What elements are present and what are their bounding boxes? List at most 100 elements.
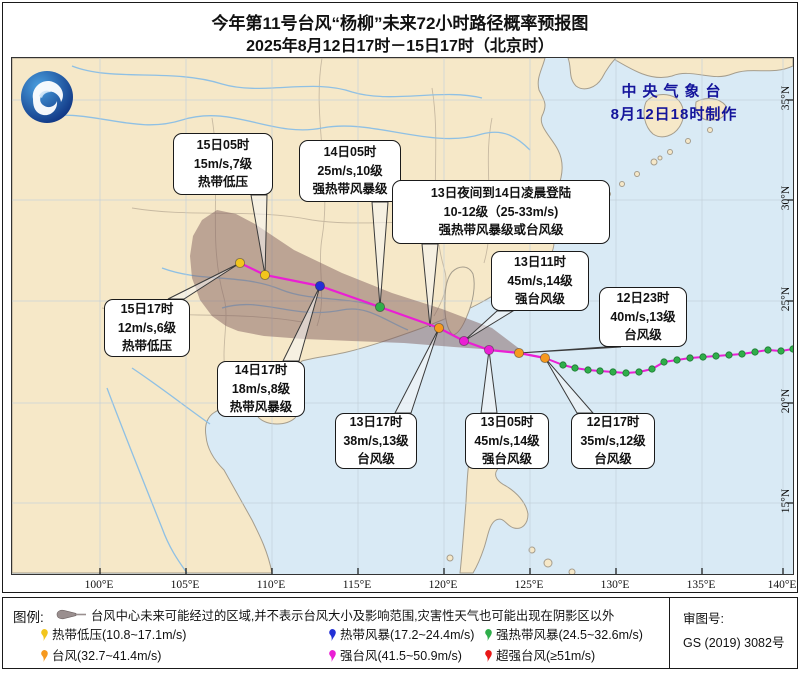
forecast-position-dot [483,344,495,356]
legend-item: 强热带风暴(24.5~32.6m/s) [483,624,643,643]
history-position-dot [609,368,617,376]
callout-pointer [463,310,515,342]
forecast-position-dot [374,301,386,313]
legend-title: 图例: [13,610,44,625]
lon-axis-label: 100°E [84,579,114,591]
history-position-dot [584,366,592,374]
lat-axis-label: 25°N [780,286,792,312]
callout-line: 台风级 [624,328,662,343]
callout-line: 热带低压 [197,175,248,190]
callout-line: 12m/s,6级 [117,320,177,335]
issue-time: 8月12日18时制作 [610,106,738,123]
history-position-dot [725,351,733,359]
typhoon-symbol-icon [485,650,492,662]
figure-title: 今年第11号台风“杨柳”未来72小时路径概率预报图 [211,14,589,33]
lon-axis-label: 110°E [256,579,286,591]
figure-subtitle: 2025年8月12日17时－15日17时（北京时） [246,38,554,55]
lon-axis-label: 125°E [514,579,544,591]
callout-line: 25m/s,10级 [317,163,383,178]
legend-item-label: 强台风(41.5~50.9m/s) [340,649,462,663]
callout-pointer [371,201,389,308]
history-position-dot [686,354,694,362]
legend-items-area: 图例: 台风中心未来可能经过的区域,并不表示台风大小及影响范围,灾害性天气也可能… [3,598,669,668]
forecast-position-dot [234,257,246,269]
forecast-callout: 14日05时 25m/s,10级 强热带风暴级 [299,140,401,202]
forecast-callout: 15日05时 15m/s,7级 热带低压 [173,133,273,195]
history-position-dot [660,358,668,366]
map-overlay: 中央气象台 8月12日18时制作 15日05时 15m/s,7级 热带低压 14日05… [12,58,793,574]
typhoon-symbol-icon [329,650,336,662]
callout-line: 15日17时 [120,302,174,317]
typhoon-symbol-icon [41,629,48,641]
lat-axis-label: 30°N [780,185,792,211]
typhoon-symbol-icon [485,629,492,641]
legend: 图例: 台风中心未来可能经过的区域,并不表示台风大小及影响范围,灾害性天气也可能… [2,597,798,669]
callout-line: 热带低压 [121,339,172,354]
forecast-callout: 12日17时 35m/s,12级 台风级 [571,413,655,469]
callout-line: 45m/s,14级 [507,273,573,288]
lon-axis-label: 135°E [686,579,716,591]
legend-item-label: 强热带风暴(24.5~32.6m/s) [496,628,643,642]
callout-line: 10-12级（25-33m/s) [443,204,559,219]
callout-line: 强台风级 [481,452,532,467]
legend-item-label: 台风(32.7~41.4m/s) [52,649,162,663]
callout-line: 38m/s,13级 [343,433,409,448]
legend-item: 强台风(41.5~50.9m/s) [327,645,462,664]
lon-axis-label: 140°E [767,579,797,591]
map-approval-number: 审图号: GS (2019) 3082号 [683,608,784,656]
approval-label: 审图号: [683,612,724,626]
callout-line: 13日17时 [349,415,403,430]
callout-line: 台风级 [594,452,632,467]
forecast-callout: 12日23时 40m/s,13级 台风级 [599,287,687,347]
history-position-dot [622,369,630,377]
lon-axis-label: 120°E [428,579,458,591]
legend-item: 热带风暴(17.2~24.4m/s) [327,624,474,643]
lon-axis-label: 115°E [342,579,372,591]
cma-logo-icon [21,71,73,123]
callout-line: 15m/s,7级 [193,156,253,171]
legend-item: 台风(32.7~41.4m/s) [39,645,161,664]
figure-frame: 今年第11号台风“杨柳”未来72小时路径概率预报图 2025年8月12日17时－… [2,2,798,593]
forecast-position-dot [433,322,445,334]
history-position-dot [571,364,579,372]
forecast-callout: 13日05时 45m/s,14级 强台风级 [465,413,549,469]
callout-line: 12日23时 [616,291,670,306]
callout-line: 18m/s,8级 [231,381,291,396]
legend-divider [669,598,670,668]
history-position-dot [738,350,746,358]
callout-line: 强台风级 [514,292,565,307]
history-position-dot [764,346,772,354]
history-position-dot [559,361,567,369]
forecast-callout: 13日11时 45m/s,14级 强台风级 [491,251,589,311]
history-position-dot [648,365,656,373]
history-position-dot [635,368,643,376]
callout-pointer [250,194,268,276]
callout-line: 14日05时 [323,145,377,160]
history-position-dot [673,356,681,364]
agency-name: 中央气象台 [621,83,727,100]
forecast-position-dot [314,280,326,292]
forecast-position-dot [259,269,271,281]
legend-item-label: 热带低压(10.8~17.1m/s) [52,628,187,642]
callout-line: 14日17时 [234,363,288,378]
agency-credit: 中央气象台 8月12日18时制作 [569,80,779,124]
callout-pointers [167,194,622,414]
history-position-dot [596,367,604,375]
callout-line: 13日05时 [480,415,534,430]
map-area: 中央气象台 8月12日18时制作 15日05时 15m/s,7级 热带低压 14日05… [11,57,794,575]
shikoku-island [695,98,727,121]
lat-axis-label: 35°N [780,85,792,111]
forecast-cone [190,210,525,353]
history-position-dot [751,348,759,356]
lat-axis-label: 20°N [780,388,792,414]
legend-item: 热带低压(10.8~17.1m/s) [39,624,186,643]
callout-line: 35m/s,12级 [580,433,646,448]
forecast-callout: 14日17时 18m/s,8级 热带风暴级 [217,361,305,417]
cone-note: 台风中心未来可能经过的区域,并不表示台风大小及影响范围,灾害性天气也可能出现在阴… [91,609,615,623]
forecast-callout: 13日17时 38m/s,13级 台风级 [335,413,417,469]
callout-line: 热带风暴级 [229,400,293,415]
typhoon-symbol-icon [41,650,48,662]
callout-line: 45m/s,14级 [474,433,540,448]
callout-line: 13日夜间到14日凌晨登陆 [430,186,572,201]
